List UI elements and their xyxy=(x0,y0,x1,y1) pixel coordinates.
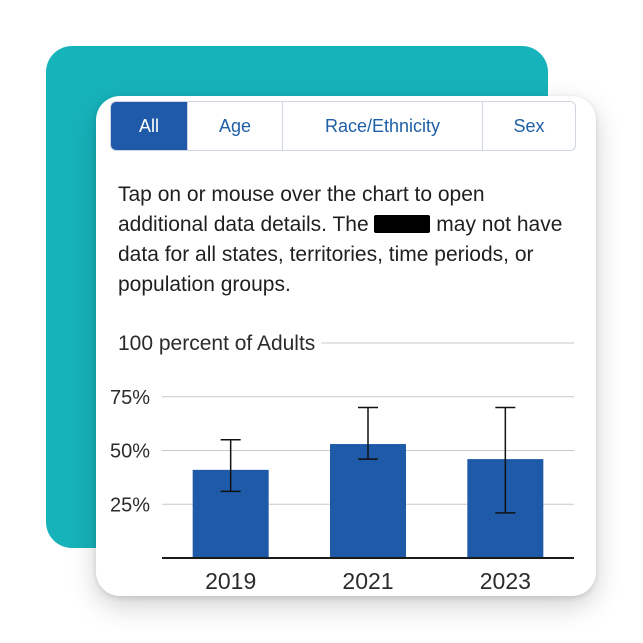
tab-all[interactable]: All xyxy=(111,102,188,150)
instructions-text-end: may not have data for all states, territ… xyxy=(118,213,563,296)
x-tick-label: 2021 xyxy=(342,568,393,594)
tab-age[interactable]: Age xyxy=(188,102,283,150)
x-tick-label: 2023 xyxy=(480,568,531,594)
bar-2021[interactable] xyxy=(330,444,406,558)
x-tick-label: 2019 xyxy=(205,568,256,594)
chart-card: All Age Race/Ethnicity Sex Tap on or mou… xyxy=(96,96,596,596)
tab-sex[interactable]: Sex xyxy=(513,115,545,136)
y-tick-label: 50% xyxy=(110,441,150,463)
bar-chart[interactable]: 100 percent of Adults 75% 50% 25% 2019 2021 20… xyxy=(96,96,596,596)
tab-race-ethnicity[interactable]: Race/Ethnicity xyxy=(283,102,483,150)
chart-title: 100 percent of Adults xyxy=(118,332,315,355)
instructions-text-start: Tap on or mouse over the chart to open a… xyxy=(118,183,485,236)
y-tick-label: 25% xyxy=(110,494,150,516)
error-bar-2023 xyxy=(495,406,516,514)
error-bar-2019 xyxy=(220,439,241,493)
redacted-block xyxy=(374,215,431,233)
y-tick-label: 75% xyxy=(110,387,150,409)
chart-instructions: Tap on or mouse over the chart to open a… xyxy=(118,180,568,300)
error-bar-2021 xyxy=(358,406,378,460)
filter-tabs: All Age Race/Ethnicity Sex xyxy=(110,101,576,151)
